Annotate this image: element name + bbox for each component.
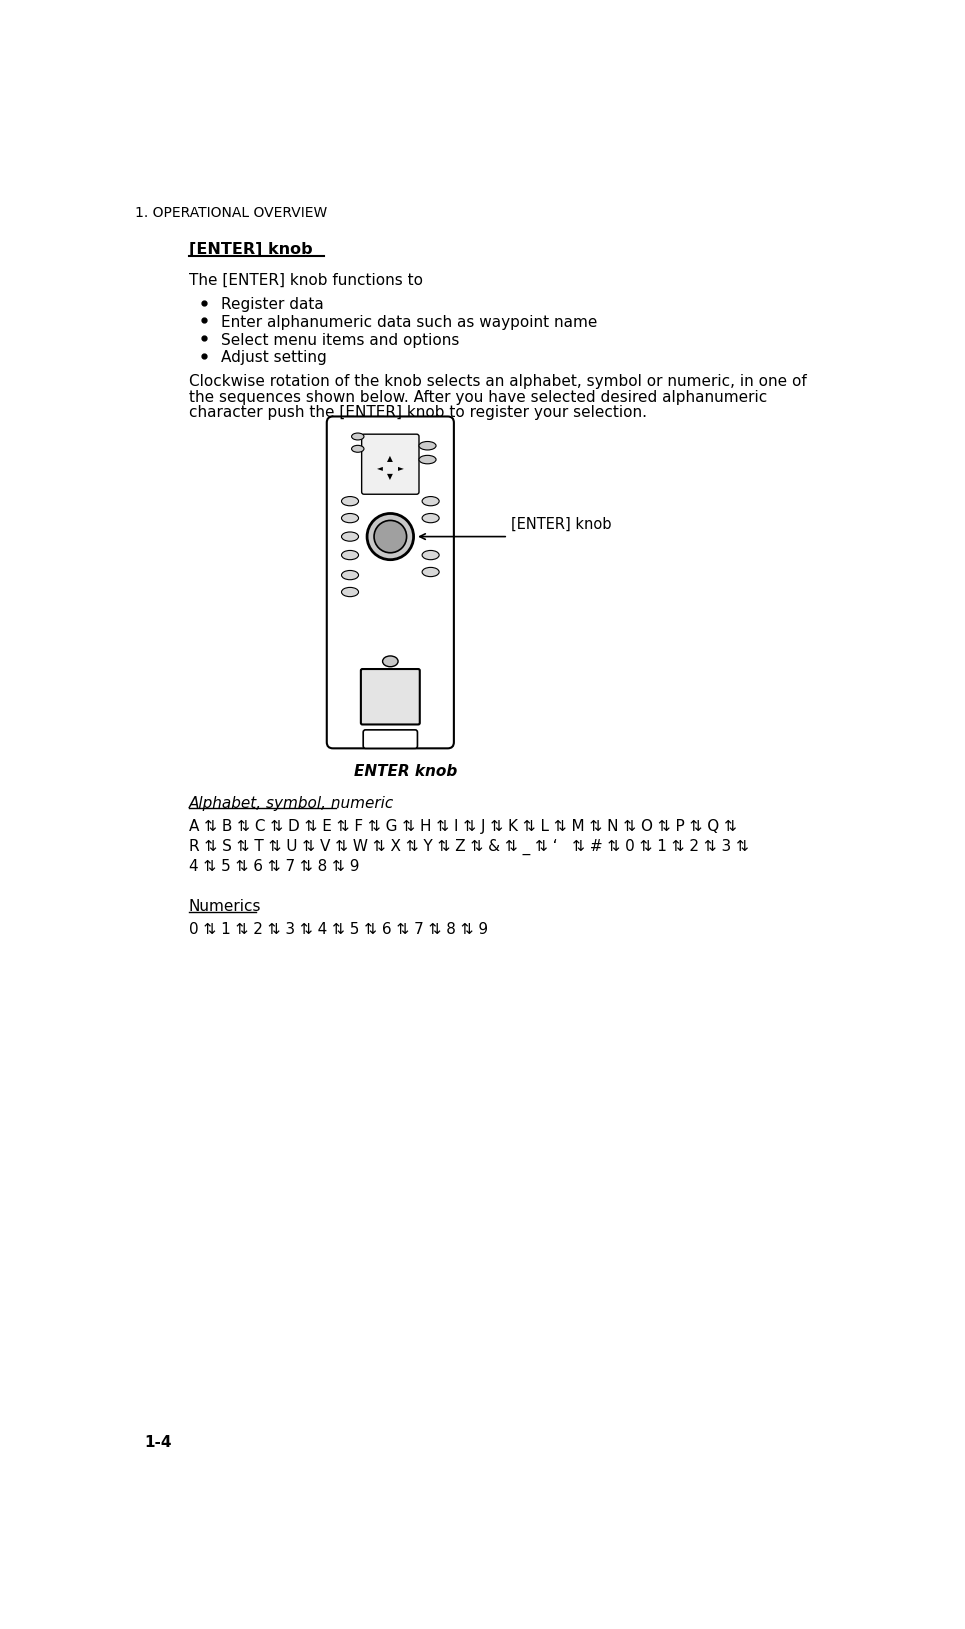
Ellipse shape (342, 551, 359, 560)
Text: The [ENTER] knob functions to: The [ENTER] knob functions to (189, 272, 423, 287)
Ellipse shape (342, 513, 359, 523)
Text: Adjust setting: Adjust setting (221, 350, 327, 365)
Text: Register data: Register data (221, 296, 324, 313)
Text: Alphabet, symbol, numeric: Alphabet, symbol, numeric (189, 797, 394, 811)
Text: A ⇅ B ⇅ C ⇅ D ⇅ E ⇅ F ⇅ G ⇅ H ⇅ I ⇅ J ⇅ K ⇅ L ⇅ M ⇅ N ⇅ O ⇅ P ⇅ Q ⇅: A ⇅ B ⇅ C ⇅ D ⇅ E ⇅ F ⇅ G ⇅ H ⇅ I ⇅ J ⇅ … (189, 819, 736, 834)
Ellipse shape (351, 433, 364, 440)
FancyBboxPatch shape (363, 730, 418, 748)
Ellipse shape (342, 588, 359, 596)
Text: ▼: ▼ (387, 472, 394, 481)
Text: [ENTER] knob: [ENTER] knob (511, 516, 612, 533)
Ellipse shape (419, 441, 436, 450)
Text: Clockwise rotation of the knob selects an alphabet, symbol or numeric, in one of: Clockwise rotation of the knob selects a… (189, 375, 807, 389)
Text: 1-4: 1-4 (144, 1435, 172, 1450)
Text: 4 ⇅ 5 ⇅ 6 ⇅ 7 ⇅ 8 ⇅ 9: 4 ⇅ 5 ⇅ 6 ⇅ 7 ⇅ 8 ⇅ 9 (189, 858, 359, 875)
FancyBboxPatch shape (362, 435, 419, 494)
FancyBboxPatch shape (327, 417, 454, 748)
Circle shape (367, 513, 414, 560)
Ellipse shape (422, 497, 439, 505)
Ellipse shape (419, 456, 436, 464)
Text: 1. OPERATIONAL OVERVIEW: 1. OPERATIONAL OVERVIEW (134, 207, 327, 220)
Text: ►: ► (399, 463, 404, 472)
Text: R ⇅ S ⇅ T ⇅ U ⇅ V ⇅ W ⇅ X ⇅ Y ⇅ Z ⇅ & ⇅ _ ⇅ ‘   ⇅ # ⇅ 0 ⇅ 1 ⇅ 2 ⇅ 3 ⇅: R ⇅ S ⇅ T ⇅ U ⇅ V ⇅ W ⇅ X ⇅ Y ⇅ Z ⇅ & ⇅ … (189, 839, 749, 855)
Text: 0 ⇅ 1 ⇅ 2 ⇅ 3 ⇅ 4 ⇅ 5 ⇅ 6 ⇅ 7 ⇅ 8 ⇅ 9: 0 ⇅ 1 ⇅ 2 ⇅ 3 ⇅ 4 ⇅ 5 ⇅ 6 ⇅ 7 ⇅ 8 ⇅ 9 (189, 922, 488, 937)
Ellipse shape (382, 656, 399, 666)
Circle shape (374, 520, 406, 552)
Text: character push the [ENTER] knob to register your selection.: character push the [ENTER] knob to regis… (189, 406, 647, 420)
Text: ◄: ◄ (376, 463, 382, 472)
Text: ▲: ▲ (387, 453, 394, 463)
Ellipse shape (422, 551, 439, 560)
Text: Enter alphanumeric data such as waypoint name: Enter alphanumeric data such as waypoint… (221, 314, 597, 329)
Text: ENTER knob: ENTER knob (354, 764, 457, 779)
Text: [ENTER] knob: [ENTER] knob (189, 241, 313, 257)
FancyBboxPatch shape (361, 670, 420, 725)
Ellipse shape (422, 567, 439, 577)
Ellipse shape (342, 570, 359, 580)
Text: Select menu items and options: Select menu items and options (221, 332, 459, 347)
Ellipse shape (342, 533, 359, 541)
Ellipse shape (422, 513, 439, 523)
Text: the sequences shown below. After you have selected desired alphanumeric: the sequences shown below. After you hav… (189, 389, 767, 404)
Ellipse shape (342, 497, 359, 505)
Ellipse shape (351, 445, 364, 453)
Text: Numerics: Numerics (189, 899, 262, 914)
